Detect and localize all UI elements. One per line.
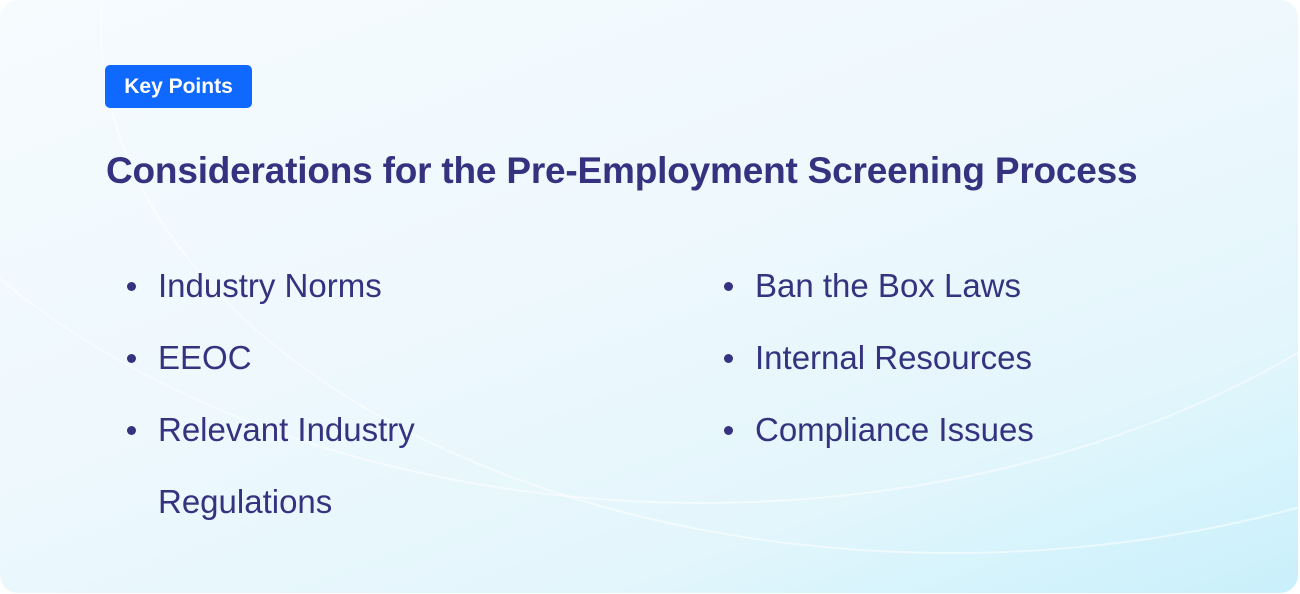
bullet-icon	[724, 282, 733, 291]
list-item-text: Ban the Box Laws	[755, 267, 1021, 304]
list-item: Compliance Issues	[703, 394, 1123, 466]
list-left: Industry Norms EEOC Relevant Industry Re…	[106, 250, 466, 538]
bullet-icon	[127, 426, 136, 435]
bullet-icon	[724, 354, 733, 363]
list-item: Ban the Box Laws	[703, 250, 1123, 322]
list-item: Industry Norms	[106, 250, 466, 322]
list-item-text: Internal Resources	[755, 339, 1032, 376]
list-item-text: Compliance Issues	[755, 411, 1034, 448]
key-points-badge: Key Points	[105, 65, 252, 108]
list-item-text: Relevant Industry Regulations	[158, 411, 415, 520]
list-item: Relevant Industry Regulations	[106, 394, 466, 538]
list-right: Ban the Box Laws Internal Resources Comp…	[703, 250, 1123, 466]
bullet-icon	[724, 426, 733, 435]
list-item: Internal Resources	[703, 322, 1123, 394]
bullet-icon	[127, 282, 136, 291]
list-item-text: Industry Norms	[158, 267, 382, 304]
page-title: Considerations for the Pre-Employment Sc…	[106, 150, 1138, 191]
list-item: EEOC	[106, 322, 466, 394]
bullet-icon	[127, 354, 136, 363]
list-item-text: EEOC	[158, 339, 252, 376]
